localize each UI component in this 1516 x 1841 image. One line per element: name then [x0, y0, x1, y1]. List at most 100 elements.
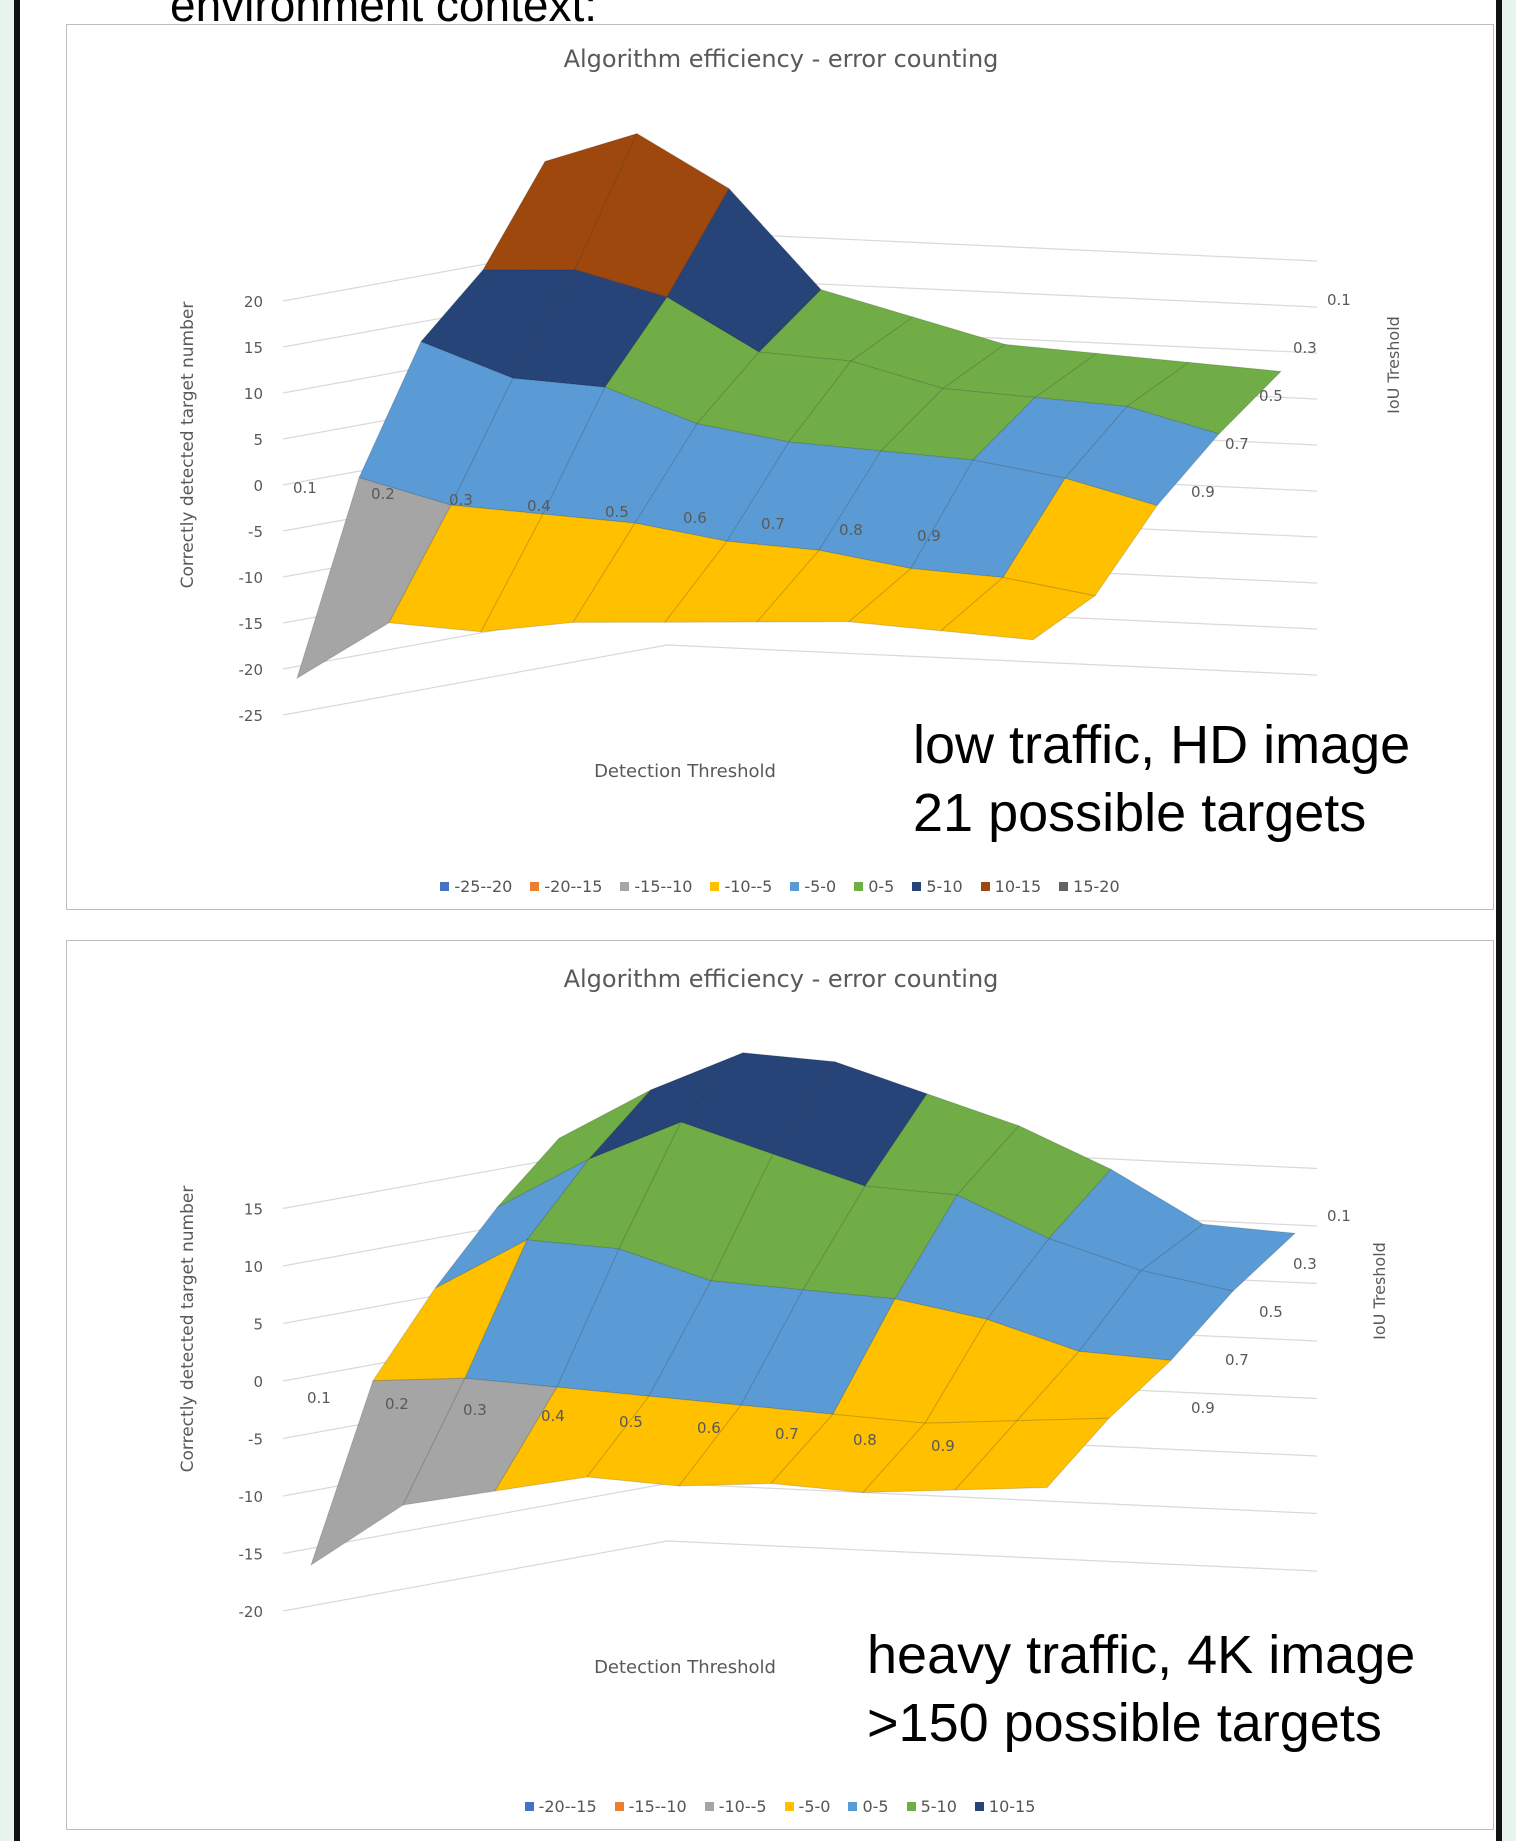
y-axis-label: Correctly detected target number [178, 1186, 198, 1473]
legend-label: 0-5 [862, 1797, 889, 1816]
legend-label: 10-15 [988, 1797, 1036, 1816]
chart-legend: -20--15 -15--10 -10--5 -5-0 0-5 5-10 10-15 [67, 1797, 1493, 1816]
z-tick-label: -5 [248, 1431, 263, 1449]
z-tick-label: -5 [248, 523, 263, 541]
legend-swatch [980, 882, 990, 891]
legend-swatch [614, 1802, 624, 1811]
z-tick-label: 10 [244, 385, 263, 403]
chart-panel-heavy-traffic: Algorithm efficiency - error counting 15 1… [66, 940, 1494, 1830]
x-tick-label: 0.3 [449, 491, 473, 509]
chart-note: heavy traffic, 4K image >150 possible ta… [867, 1621, 1415, 1757]
x-axis-label: Detection Threshold [594, 1657, 776, 1678]
x-tick-label: 0.5 [605, 503, 629, 521]
legend-entry: 15-20 [1059, 877, 1120, 896]
x-tick-label: 0.4 [541, 1407, 565, 1425]
x-tick-label: 0.5 [619, 1413, 643, 1431]
iou-tick-label: 0.9 [1191, 483, 1215, 501]
legend-entry: 5-10 [906, 1797, 957, 1816]
gridline [666, 230, 1318, 262]
surface [296, 132, 1283, 680]
legend-label: -20--15 [544, 877, 603, 896]
legend-label: -15--10 [634, 877, 693, 896]
iou-tick-label: 0.1 [1327, 291, 1351, 309]
chart-legend: -25--20 -20--15 -15--10 -10--5 -5-0 0-5 5-10 10… [67, 877, 1493, 896]
legend-swatch [790, 882, 800, 891]
z-tick-label: -20 [239, 1603, 264, 1621]
legend-entry: -20--15 [524, 1797, 597, 1816]
gridline [666, 1540, 1318, 1572]
note-line-2: 21 possible targets [913, 783, 1367, 843]
iou-axis-label: IoU Treshold [1370, 1242, 1389, 1340]
z-tick-label: 20 [244, 293, 263, 311]
legend-label: -5-0 [798, 1797, 831, 1816]
x-tick-label: 0.4 [527, 497, 551, 515]
legend-swatch [620, 882, 630, 891]
legend-entry: 0-5 [854, 877, 894, 896]
legend-label: 15-20 [1073, 877, 1120, 896]
x-tick-label: 0.8 [839, 521, 863, 539]
legend-label: -20--15 [538, 1797, 597, 1816]
legend-entry: -5-0 [784, 1797, 831, 1816]
iou-tick-label: 0.7 [1225, 1351, 1249, 1369]
iou-tick-label: 0.3 [1293, 1255, 1317, 1273]
surface-cell [939, 576, 1097, 641]
surface-chart-low-traffic: Algorithm efficiency - error counting 20 1… [178, 45, 1403, 782]
legend-label: 5-10 [926, 877, 963, 896]
z-tick-label: -10 [239, 1488, 264, 1506]
legend-swatch [530, 882, 540, 891]
note-line-2: >150 possible targets [867, 1693, 1382, 1753]
z-tick-label: -20 [239, 661, 264, 679]
iou-tick-label: 0.9 [1191, 1399, 1215, 1417]
x-tick-label: 0.7 [761, 515, 785, 533]
legend-swatch [524, 1802, 534, 1811]
legend-swatch [906, 1802, 916, 1811]
x-tick-label: 0.1 [307, 1389, 331, 1407]
iou-tick-label: 0.3 [1293, 339, 1317, 357]
legend-swatch [974, 1802, 984, 1811]
z-tick-label: 15 [244, 1201, 263, 1219]
chart-title: Algorithm efficiency - error counting [564, 45, 999, 73]
iou-tick-label: 0.5 [1259, 1303, 1283, 1321]
z-tick-label: -10 [239, 569, 264, 587]
z-tick-label: -15 [239, 1546, 264, 1564]
z-tick-label: 0 [253, 477, 263, 495]
x-axis-label: Detection Threshold [594, 761, 776, 782]
surface-cell [953, 1417, 1111, 1491]
x-tick-label: 0.8 [853, 1431, 877, 1449]
legend-entry: -20--15 [530, 877, 602, 896]
z-tick-label: -15 [239, 615, 264, 633]
legend-label: -10--5 [718, 1797, 767, 1816]
x-tick-label: 0.9 [931, 1437, 955, 1455]
legend-label: -15--10 [628, 1797, 687, 1816]
note-line-1: heavy traffic, 4K image [867, 1625, 1416, 1685]
legend-entry: -10--5 [710, 877, 772, 896]
legend-label: -25--20 [454, 877, 513, 896]
legend-entry: 0-5 [848, 1797, 889, 1816]
legend-label: -5-0 [804, 877, 837, 896]
legend-swatch [704, 1802, 714, 1811]
legend-label: -10--5 [724, 877, 773, 896]
iou-tick-label: 0.1 [1327, 1207, 1351, 1225]
legend-label: 10-15 [994, 877, 1042, 896]
z-tick-label: -25 [239, 707, 264, 725]
x-tick-label: 0.2 [385, 1395, 409, 1413]
chart-note: low traffic, HD image 21 possible target… [913, 711, 1410, 847]
legend-entry: -15--10 [620, 877, 692, 896]
z-tick-label: 0 [253, 1373, 263, 1391]
legend-entry: 5-10 [912, 877, 963, 896]
legend-label: 0-5 [868, 877, 895, 896]
gridline [282, 1540, 668, 1612]
x-tick-label: 0.1 [293, 479, 317, 497]
gridline [282, 1482, 668, 1555]
z-tick-label: 10 [244, 1258, 263, 1276]
legend-entry: -15--10 [614, 1797, 687, 1816]
legend-swatch [912, 882, 922, 891]
legend-entry: -10--5 [704, 1797, 767, 1816]
iou-tick-label: 0.5 [1259, 387, 1283, 405]
legend-label: 5-10 [920, 1797, 957, 1816]
x-tick-label: 0.6 [683, 509, 707, 527]
z-tick-label: 15 [244, 339, 263, 357]
x-tick-label: 0.3 [463, 1401, 487, 1419]
surface-chart-heavy-traffic: Algorithm efficiency - error counting 15 1… [178, 965, 1389, 1678]
legend-swatch [440, 882, 450, 891]
